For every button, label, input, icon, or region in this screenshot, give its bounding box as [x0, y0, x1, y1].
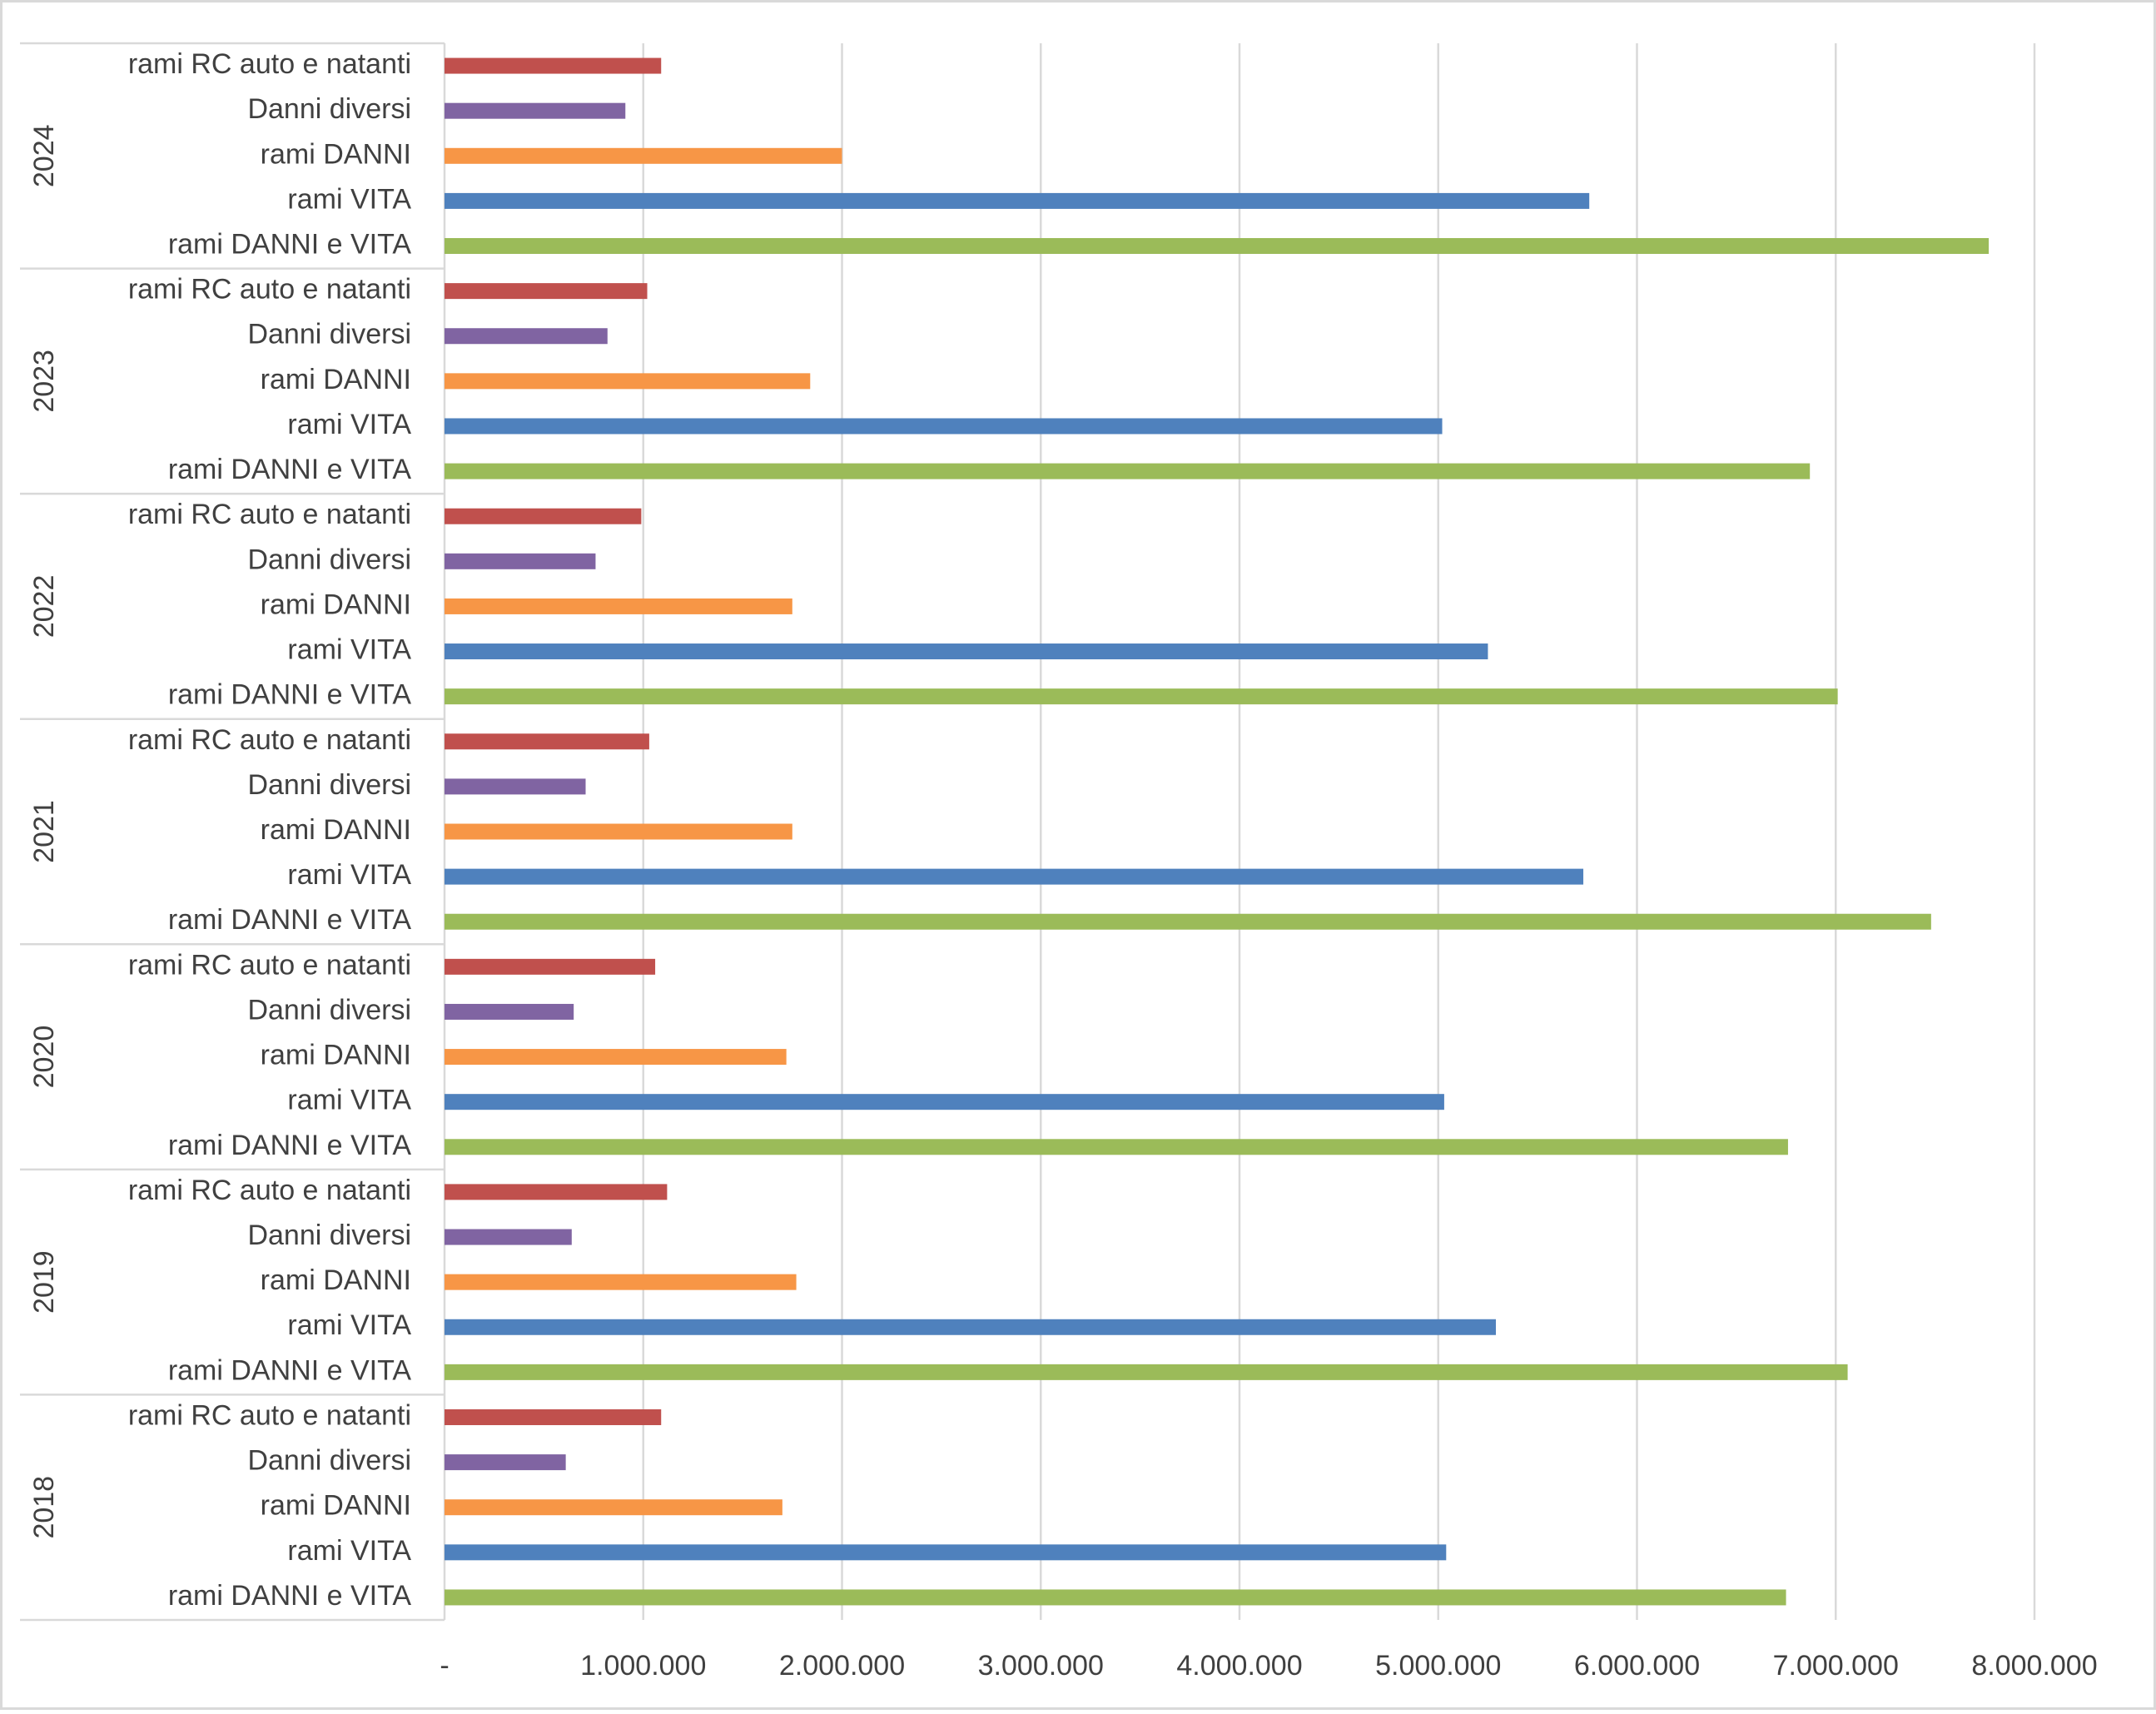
bar	[445, 373, 811, 390]
bar	[445, 643, 1488, 660]
category-label: rami DANNI e VITA	[168, 904, 412, 936]
category-label: rami RC auto e natanti	[128, 499, 411, 530]
bar	[445, 1184, 668, 1200]
year-label: 2020	[28, 1026, 60, 1089]
category-label: rami DANNI e VITA	[168, 228, 412, 260]
bar	[445, 958, 656, 975]
category-label: rami RC auto e natanti	[128, 1399, 411, 1431]
category-label: rami DANNI	[261, 589, 411, 620]
bar	[445, 1408, 662, 1425]
category-label: rami DANNI	[261, 1264, 411, 1296]
bar	[445, 1094, 1444, 1110]
category-label: Danni diversi	[247, 93, 411, 125]
bar	[445, 283, 648, 300]
category-label: rami DANNI e VITA	[168, 1580, 412, 1612]
bar	[445, 57, 662, 74]
bar	[445, 102, 626, 119]
bar	[445, 1364, 1848, 1380]
x-tick-label: 2.000.000	[779, 1650, 905, 1682]
bar	[445, 1274, 797, 1290]
category-label: rami DANNI	[261, 364, 411, 395]
bar	[445, 508, 642, 524]
category-label: rami VITA	[287, 1535, 411, 1567]
bar	[445, 238, 1990, 255]
year-label: 2024	[28, 124, 60, 187]
year-label: 2019	[28, 1250, 60, 1314]
category-label: rami DANNI e VITA	[168, 1354, 412, 1386]
year-label: 2022	[28, 575, 60, 638]
bar	[445, 1003, 574, 1020]
bar	[445, 1229, 572, 1245]
category-label: rami VITA	[287, 1309, 411, 1341]
category-label: rami DANNI e VITA	[168, 679, 412, 711]
year-label: 2021	[28, 800, 60, 863]
category-label: rami RC auto e natanti	[128, 724, 411, 756]
bar	[445, 913, 1931, 930]
category-label: rami RC auto e natanti	[128, 1175, 411, 1206]
category-label: Danni diversi	[247, 1445, 411, 1477]
category-label: rami RC auto e natanti	[128, 949, 411, 981]
category-label: Danni diversi	[247, 544, 411, 575]
bar	[445, 1049, 787, 1066]
bar	[445, 463, 1811, 479]
bar	[445, 328, 608, 345]
category-label: Danni diversi	[247, 319, 411, 350]
x-tick-label: 4.000.000	[1176, 1650, 1302, 1682]
bar	[445, 1139, 1788, 1155]
bar	[445, 823, 792, 840]
category-label: rami DANNI	[261, 1490, 411, 1522]
x-tick-label: 3.000.000	[978, 1650, 1104, 1682]
category-label: rami VITA	[287, 409, 411, 440]
bar	[445, 192, 1590, 209]
x-tick-label: -	[440, 1650, 449, 1682]
category-label: rami DANNI	[261, 1040, 411, 1071]
category-label: rami DANNI e VITA	[168, 454, 412, 485]
bar	[445, 1499, 782, 1516]
year-label: 2023	[28, 350, 60, 413]
category-label: rami VITA	[287, 859, 411, 891]
category-label: rami VITA	[287, 634, 411, 666]
category-label: rami DANNI	[261, 138, 411, 170]
bar	[445, 1544, 1447, 1561]
x-tick-label: 7.000.000	[1773, 1650, 1899, 1682]
category-label: Danni diversi	[247, 1220, 411, 1251]
x-tick-label: 8.000.000	[1971, 1650, 2097, 1682]
category-label: rami RC auto e natanti	[128, 274, 411, 306]
category-label: Danni diversi	[247, 994, 411, 1026]
bar	[445, 688, 1838, 705]
bar	[445, 868, 1584, 885]
bar	[445, 553, 596, 569]
category-label: rami DANNI e VITA	[168, 1130, 412, 1161]
category-label: rami DANNI	[261, 814, 411, 846]
x-tick-label: 6.000.000	[1574, 1650, 1700, 1682]
bar	[445, 147, 842, 164]
x-tick-label: 5.000.000	[1375, 1650, 1501, 1682]
bar	[445, 598, 792, 614]
category-label: Danni diversi	[247, 769, 411, 801]
bar	[445, 1454, 566, 1471]
bar	[445, 418, 1443, 435]
year-label: 2018	[28, 1476, 60, 1539]
category-label: rami RC auto e natanti	[128, 48, 411, 80]
bar	[445, 1589, 1786, 1606]
category-label: rami VITA	[287, 183, 411, 215]
bar	[445, 733, 649, 750]
bar	[445, 778, 586, 795]
category-label: rami VITA	[287, 1085, 411, 1116]
bar	[445, 1319, 1496, 1335]
x-tick-label: 1.000.000	[580, 1650, 706, 1682]
